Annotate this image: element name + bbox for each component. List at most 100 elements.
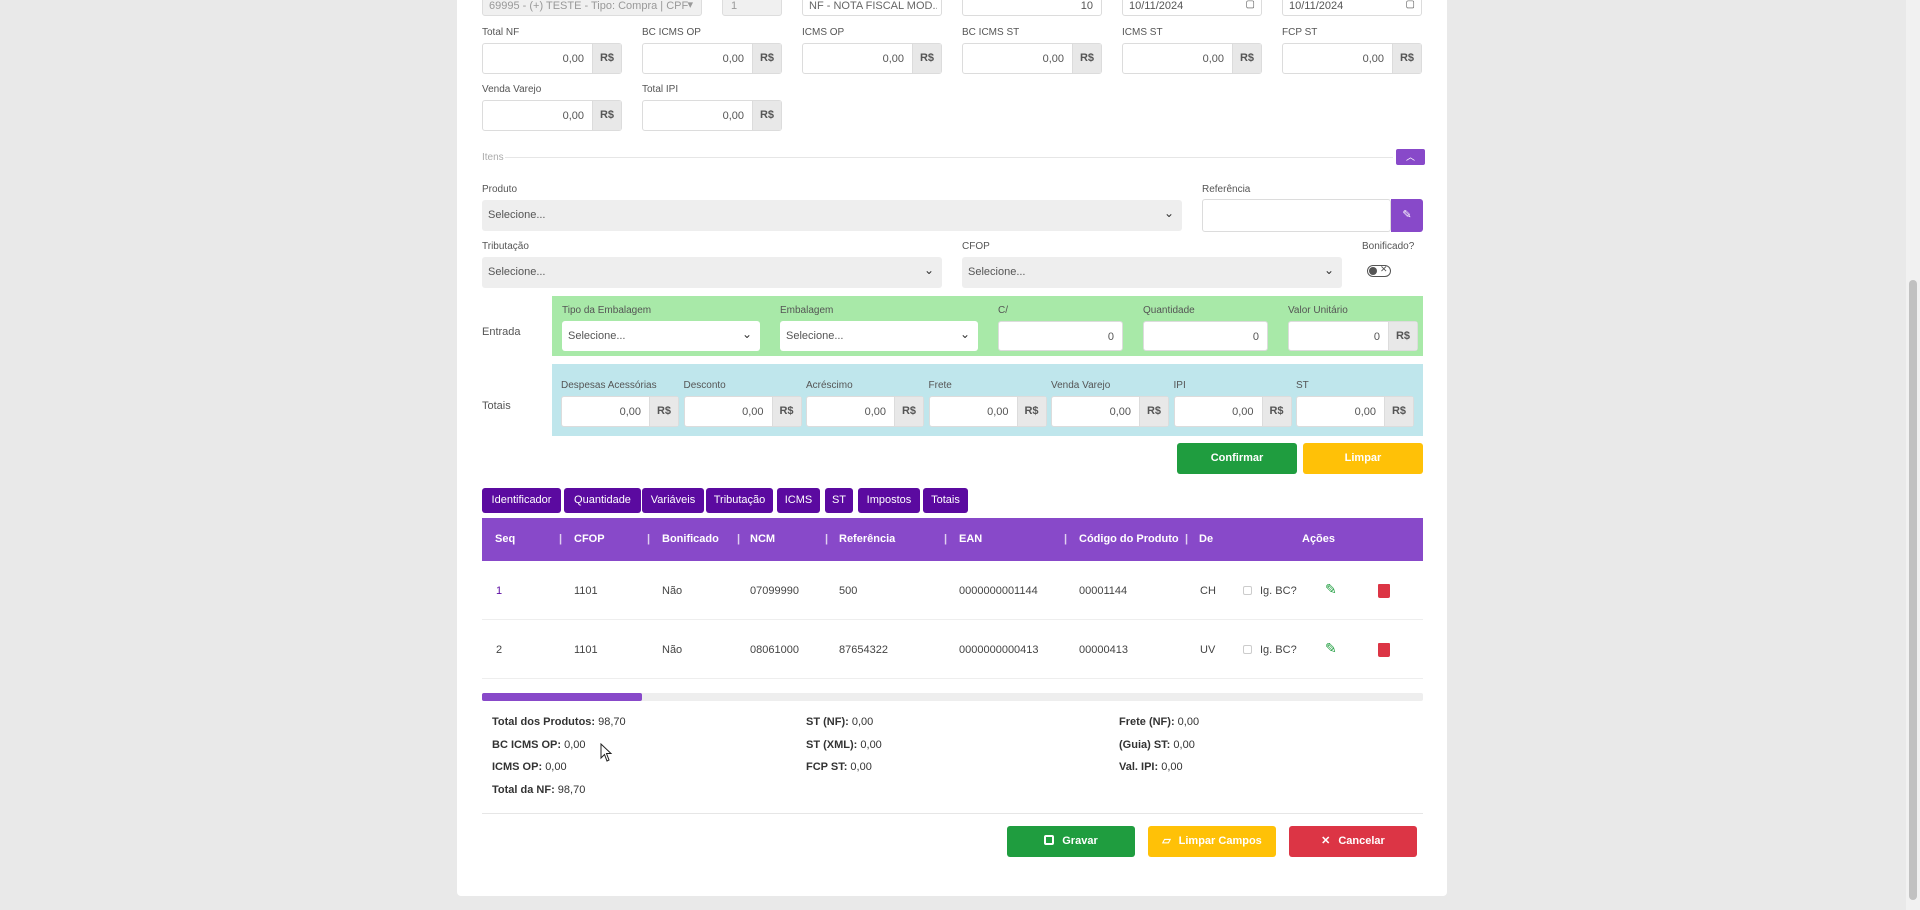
fcp-st-field[interactable]: 0,00 R$: [1282, 43, 1422, 74]
data-emissao-field[interactable]: 10/11/2024 ▢: [1122, 0, 1262, 16]
bc-icms-op-field[interactable]: 0,00 R$: [642, 43, 782, 74]
chevron-up-icon: ︿: [1405, 152, 1415, 162]
header-descricao[interactable]: De: [1199, 533, 1214, 545]
tab-st[interactable]: ST: [825, 488, 853, 513]
header-ncm[interactable]: NCM: [750, 533, 776, 545]
tab-quantidade[interactable]: Quantidade: [564, 488, 641, 513]
totais-field-input[interactable]: 0,00 R$: [1173, 396, 1292, 427]
cell-referencia: 87654322: [839, 644, 888, 656]
total-nf-label: Total NF: [482, 27, 520, 38]
cell-seq: 2: [496, 644, 503, 656]
bonificado-toggle[interactable]: ✕: [1367, 264, 1391, 277]
header-seq[interactable]: Seq: [495, 533, 516, 545]
ig-bc-checkbox[interactable]: [1243, 645, 1252, 654]
cell-bonificado: Não: [662, 644, 683, 656]
cell-bonificado: Não: [662, 585, 683, 597]
totais-field-input[interactable]: 0,00 R$: [1296, 396, 1414, 427]
cell-codigo: 00000413: [1079, 644, 1128, 656]
totais-field-label: Frete: [928, 380, 952, 391]
tab-variaveis[interactable]: Variáveis: [642, 488, 704, 513]
bc-icms-st-field[interactable]: 0,00 R$: [962, 43, 1102, 74]
summary-item: ST (XML): 0,00: [806, 738, 882, 751]
header-cfop[interactable]: CFOP: [574, 533, 605, 545]
tab-identificador[interactable]: Identificador: [482, 488, 561, 513]
table-scrollbar-thumb[interactable]: [482, 693, 642, 701]
page-scrollbar[interactable]: [1906, 0, 1920, 910]
icms-op-label: ICMS OP: [802, 27, 845, 38]
tipo-embalagem-select[interactable]: Selecione... ⌄: [562, 321, 760, 351]
chevron-down-icon: ⌄: [741, 327, 752, 341]
c-field[interactable]: 0: [998, 321, 1123, 351]
limpar-button[interactable]: Limpar: [1303, 443, 1423, 474]
section-divider: [505, 157, 1393, 158]
summary-item: ICMS OP: 0,00: [492, 761, 567, 773]
serie-field[interactable]: 1: [722, 0, 782, 16]
fornecedor-select[interactable]: 69995 - (+) TESTE - Tipo: Compra | CPF E…: [482, 0, 702, 16]
chevron-down-icon: ⌄: [1163, 206, 1174, 220]
embalagem-select[interactable]: Selecione... ⌄: [780, 321, 978, 351]
valor-unitario-field[interactable]: 0 R$: [1288, 321, 1418, 351]
pencil-icon: ✎: [1402, 209, 1412, 221]
page-scrollbar-thumb[interactable]: [1909, 280, 1917, 900]
chevron-down-icon: ▾: [687, 0, 693, 11]
referencia-field[interactable]: [1202, 199, 1391, 232]
quantidade-field[interactable]: 0: [1143, 321, 1268, 351]
gravar-button[interactable]: Gravar: [1007, 826, 1135, 857]
tributacao-label: Tributação: [482, 241, 529, 252]
trash-icon[interactable]: [1378, 584, 1390, 598]
icms-st-field[interactable]: 0,00 R$: [1122, 43, 1262, 74]
summary-item: ST (NF): 0,00: [806, 716, 874, 728]
itens-section-label: Itens: [482, 152, 504, 163]
pencil-icon[interactable]: ✎: [1325, 640, 1337, 656]
tab-tributacao[interactable]: Tributação: [706, 488, 773, 513]
totais-field-input[interactable]: 0,00 R$: [928, 396, 1047, 427]
summary-item: FCP ST: 0,00: [806, 761, 872, 773]
bc-icms-op-label: BC ICMS OP: [642, 27, 701, 38]
referencia-label: Referência: [1202, 184, 1251, 195]
cancelar-button[interactable]: ✕ Cancelar: [1289, 826, 1417, 857]
totais-field-input[interactable]: 0,00 R$: [561, 396, 679, 427]
entrada-label: Entrada: [482, 326, 521, 338]
tab-totais[interactable]: Totais: [923, 488, 968, 513]
cfop-label: CFOP: [962, 241, 990, 252]
edit-referencia-button[interactable]: ✎: [1391, 199, 1423, 232]
ig-bc-checkbox[interactable]: [1243, 586, 1252, 595]
quantidade-label: Quantidade: [1143, 305, 1195, 316]
tipo-embalagem-label: Tipo da Embalagem: [562, 305, 652, 316]
produto-select[interactable]: Selecione... ⌄: [482, 200, 1182, 231]
data-entrada-field[interactable]: 10/11/2024 ▢: [1282, 0, 1422, 16]
calendar-icon: ▢: [1405, 0, 1415, 10]
venda-varejo-field[interactable]: 0,00 R$: [482, 100, 622, 131]
cell-ean: 0000000000413: [959, 644, 1039, 656]
header-bonificado[interactable]: Bonificado: [662, 533, 719, 545]
limpar-campos-button[interactable]: ▱ Limpar Campos: [1148, 826, 1276, 857]
cfop-select[interactable]: Selecione... ⌄: [962, 257, 1342, 288]
table-row[interactable]: 2 1101 Não 08061000 87654322 00000000004…: [482, 621, 1423, 679]
totais-field-input[interactable]: 0,00 R$: [683, 396, 802, 427]
total-ipi-label: Total IPI: [642, 84, 679, 95]
collapse-button[interactable]: ︿: [1396, 149, 1425, 165]
totais-field-label: Desconto: [683, 380, 726, 391]
tab-icms[interactable]: ICMS: [777, 488, 820, 513]
tab-impostos[interactable]: Impostos: [858, 488, 920, 513]
header-codigo[interactable]: Código do Produto: [1079, 533, 1179, 545]
cell-cfop: 1101: [574, 644, 598, 656]
cell-ean: 0000000001144: [959, 585, 1038, 597]
totais-field-input[interactable]: 0,00 R$: [1051, 396, 1169, 427]
total-ipi-field[interactable]: 0,00 R$: [642, 100, 782, 131]
table-scrollbar[interactable]: [482, 693, 1423, 701]
totais-field-label: Acréscimo: [806, 380, 853, 391]
totais-field-input[interactable]: 0,00 R$: [806, 396, 924, 427]
pencil-icon[interactable]: ✎: [1325, 581, 1337, 597]
modelo-field[interactable]: NF - NOTA FISCAL MOD...: [802, 0, 942, 16]
total-nf-field[interactable]: 0,00 R$: [482, 43, 622, 74]
icms-op-field[interactable]: 0,00 R$: [802, 43, 942, 74]
mouse-cursor-icon: [600, 743, 613, 762]
trash-icon[interactable]: [1378, 643, 1390, 657]
confirmar-button[interactable]: Confirmar: [1177, 443, 1297, 474]
numero-field[interactable]: 10: [962, 0, 1102, 16]
tributacao-select[interactable]: Selecione... ⌄: [482, 257, 942, 288]
header-ean[interactable]: EAN: [959, 533, 983, 545]
table-row[interactable]: 1 1101 Não 07099990 500 0000000001144 00…: [482, 562, 1423, 620]
header-referencia[interactable]: Referência: [839, 533, 896, 545]
